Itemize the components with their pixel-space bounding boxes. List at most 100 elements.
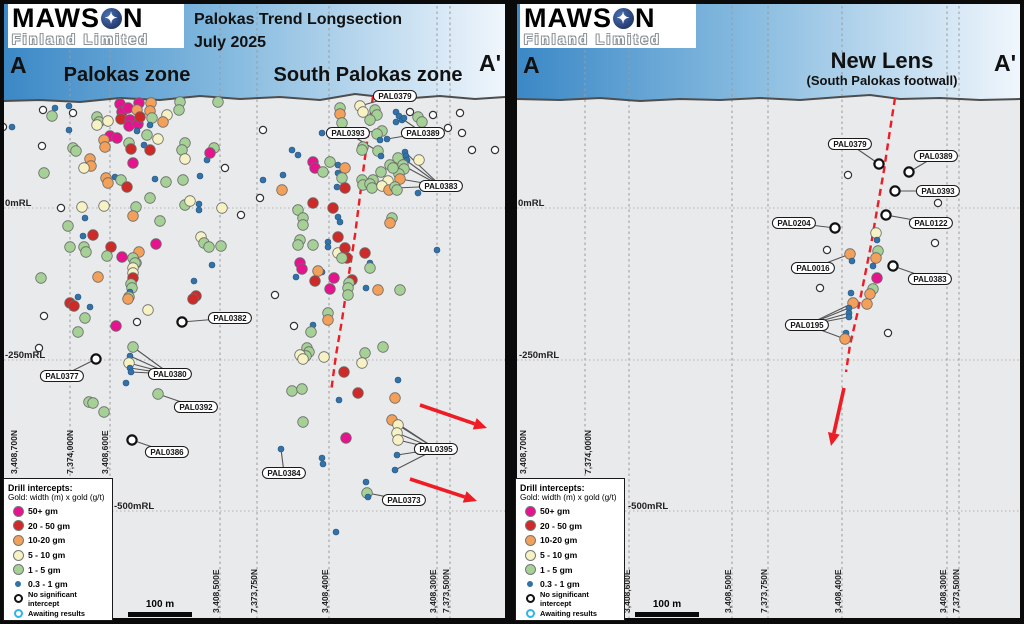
drillhole-label-pal0377: PAL0377: [39, 370, 85, 382]
legend-label: 20 - 50 gm: [540, 520, 583, 531]
legend-swatch-await: [13, 608, 23, 618]
intercept-dot-g: [317, 166, 329, 178]
intercept-dot-g: [46, 110, 58, 122]
legend-label: 50+ gm: [28, 506, 58, 517]
intercept-dot-g: [297, 416, 309, 428]
no-significant-intercept-dot: [34, 343, 44, 353]
legend-label: No significant intercept: [28, 589, 77, 608]
trend-arrow-shaft: [832, 387, 846, 434]
intercept-dot-g: [79, 312, 91, 324]
intercept-dot-0.3-1: [333, 183, 341, 191]
intercept-dot-y: [98, 200, 110, 212]
intercept-dot-o: [102, 177, 114, 189]
trend-arrow-head: [462, 491, 477, 503]
intercept-dot-0.3-1: [324, 243, 332, 251]
intercept-dot-o: [339, 162, 351, 174]
legend-title: Drill intercepts:: [8, 483, 73, 493]
legend-row: 20 - 50 gm: [8, 519, 109, 534]
scale-bar: [128, 612, 192, 617]
no-significant-intercept-dot: [220, 163, 230, 173]
legend-row: 10-20 gm: [8, 533, 109, 548]
no-significant-intercept-dot: [443, 123, 453, 133]
coordinate-label: 3,408,400E: [833, 569, 843, 613]
intercept-dot-y: [870, 227, 882, 239]
intercept-dot-g: [212, 96, 224, 108]
legend-row: Awaiting results: [520, 606, 621, 621]
coordinate-label: 3,408,500E: [211, 569, 221, 613]
no-significant-intercept-dot: [289, 321, 299, 331]
intercept-dot-g: [101, 250, 113, 262]
figure-title-line1: Palokas Trend Longsection: [194, 11, 403, 28]
intercept-dot-g: [146, 112, 158, 124]
intercept-dot-0.3-1: [362, 478, 370, 486]
intercept-dot-g: [356, 144, 368, 156]
legend-label: 50+ gm: [540, 506, 570, 517]
intercept-dot-0.3-1: [869, 262, 877, 270]
legend-label: 0.3 - 1 gm: [28, 579, 68, 590]
intercept-dot-r: [338, 366, 350, 378]
intercept-dot-0.3-1: [8, 123, 16, 131]
coordinate-label: 7,373,500N: [951, 569, 961, 613]
intercept-dot-o: [276, 184, 288, 196]
intercept-dot-0.3-1: [133, 127, 141, 135]
section-marker-a: A: [10, 52, 27, 78]
intercept-dot-0.3-1: [848, 257, 856, 265]
intercept-dot-0.3-1: [414, 189, 422, 197]
intercept-dot-y: [102, 115, 114, 127]
legend-swatch-o: [524, 534, 536, 546]
intercept-dot-g: [359, 347, 371, 359]
drillhole-label-pal0393: PAL0393: [915, 185, 961, 197]
intercept-dot-g: [154, 215, 166, 227]
intercept-dot-0.3-1: [400, 114, 408, 122]
legend-row: No significant intercept: [8, 589, 109, 608]
legend-row: Awaiting results: [8, 606, 109, 621]
no-significant-intercept-dot: [933, 198, 943, 208]
labelled-intercept-ring: [90, 353, 102, 365]
intercept-dot-g: [62, 220, 74, 232]
intercept-dot-g: [296, 383, 308, 395]
intercept-dot-0.3-1: [383, 135, 391, 143]
intercept-dot-r: [68, 300, 80, 312]
intercept-dot-0.3-1: [140, 141, 148, 149]
intercept-dot-y: [76, 201, 88, 213]
intercept-dot-o: [389, 392, 401, 404]
intercept-dot-0.3-1: [318, 454, 326, 462]
level-label: 0mRL: [518, 198, 545, 209]
intercept-dot-g: [416, 116, 428, 128]
intercept-dot-y: [142, 304, 154, 316]
legend-row: 50+ gm: [520, 504, 621, 519]
intercept-dot-g: [87, 397, 99, 409]
mawson-wordmark: MAWS ✦ N: [524, 5, 692, 32]
intercept-dot-0.3-1: [74, 293, 82, 301]
level-label: -250mRL: [5, 350, 46, 361]
intercept-dot-0.3-1: [336, 218, 344, 226]
legend-title: Drill intercepts:: [520, 483, 585, 493]
legend-label: Awaiting results: [540, 608, 597, 618]
intercept-dot-g: [342, 289, 354, 301]
intercept-dot-0.3-1: [376, 136, 384, 144]
legend-label: 1 - 5 gm: [540, 564, 573, 575]
coordinate-label: 3,408,700N: [9, 430, 19, 474]
intercept-dot-y: [179, 153, 191, 165]
surface-line-left: [3, 92, 506, 104]
figure-title: Palokas Trend Longsection July 2025: [194, 8, 402, 54]
drillhole-label-pal0382: PAL0382: [207, 312, 253, 324]
intercept-dot-0.3-1: [377, 152, 385, 160]
legend-swatch-g: [524, 564, 536, 576]
logo-subtitle: Finland Limited: [524, 32, 662, 47]
zone-title: New Lens: [830, 48, 934, 73]
scale-bar-label: 100 m: [652, 599, 682, 610]
intercept-dot-y: [392, 434, 404, 446]
intercept-dot-0.3-1: [873, 236, 881, 244]
intercept-dot-g: [305, 326, 317, 338]
intercept-dot-y: [152, 133, 164, 145]
intercept-dot-o: [372, 284, 384, 296]
legend-label: No significant intercept: [540, 589, 589, 608]
trend-arrow-head: [472, 418, 487, 430]
legend-row: 0.3 - 1 gm: [8, 577, 109, 592]
intercept-dot-0.3-1: [277, 445, 285, 453]
intercept-dot-g: [387, 162, 399, 174]
legend-row: 10-20 gm: [520, 533, 621, 548]
legend-swatch-r: [524, 520, 536, 532]
labelled-intercept-ring: [126, 434, 138, 446]
